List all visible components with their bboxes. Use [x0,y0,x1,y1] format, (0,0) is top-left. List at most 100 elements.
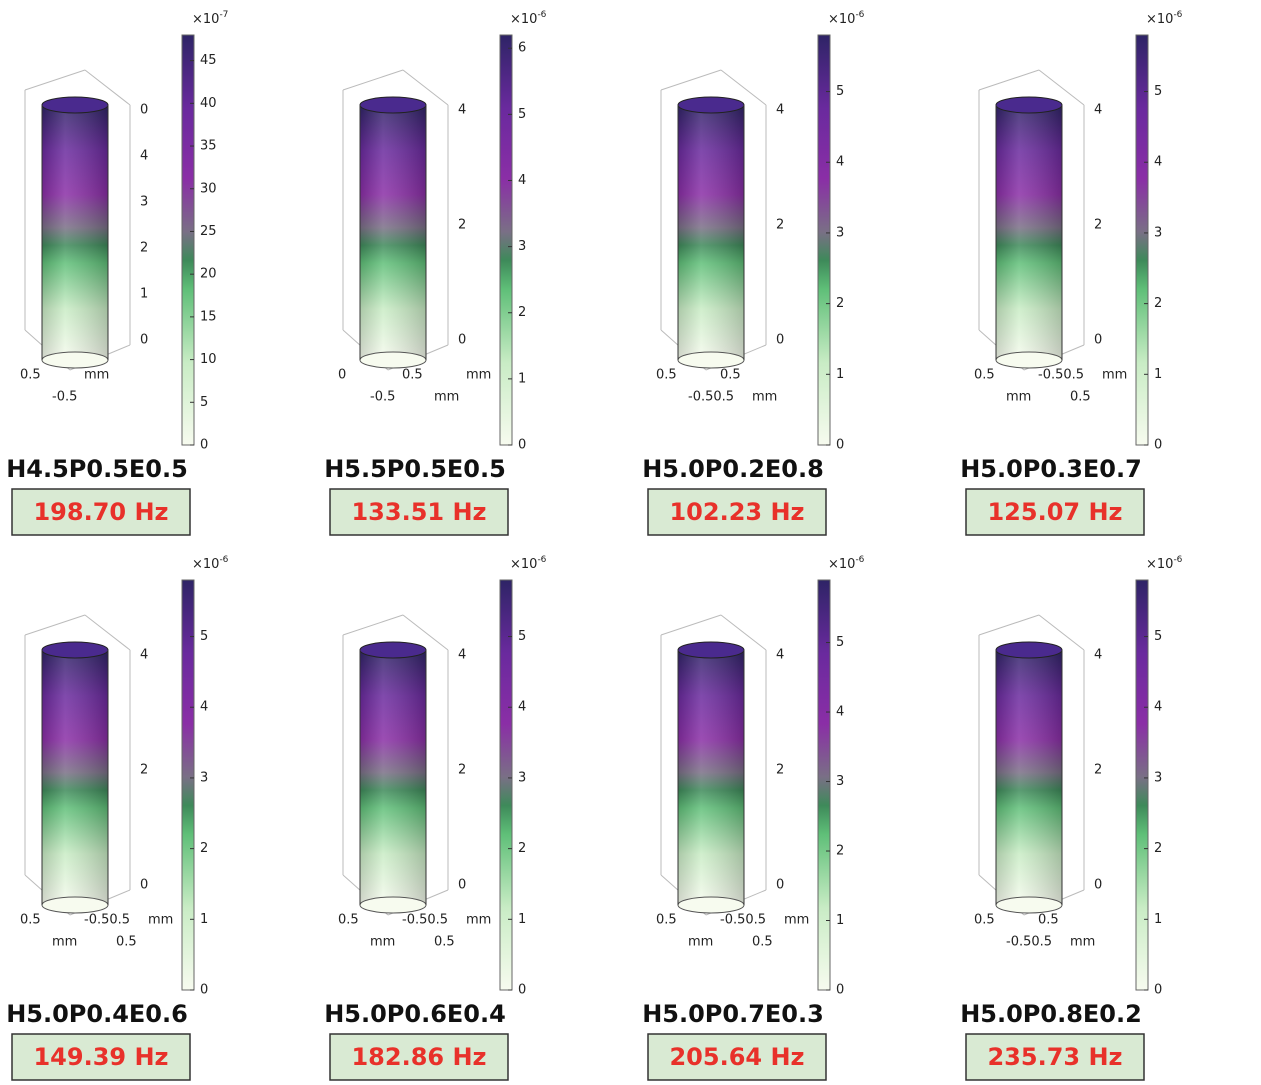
z-axis-label: 2 [776,763,784,778]
colorbar-tick-label: 2 [518,841,526,856]
colorbar-tick-label: 4 [200,700,208,715]
xy-axis-label: -0.50.5 [402,913,448,928]
colorbar-tick-label: 1 [836,367,844,382]
xy-axis-label: mm [784,913,809,928]
colorbar-tick-label: 0 [1154,983,1162,998]
xy-axis-label: 0.5 [720,368,741,383]
xy-axis-label: 0.5 [1038,913,1059,928]
panel-label: H5.0P0.3E0.7 [960,455,1142,483]
scale-base: ×10 [828,557,855,572]
figure: 0123400.5-0.5mm051015202530354045×10-7H4… [0,0,1261,1085]
z-axis-label: 2 [1094,763,1102,778]
colorbar-tick-label: 45 [200,53,217,68]
z-axis-label: 4 [458,103,466,118]
colorbar-tick-label: 35 [200,139,217,154]
frequency: 149.39 Hz [33,1043,168,1071]
xy-axis-label: mm [52,935,77,950]
cylinder-top [42,642,108,658]
colorbar-tick-label: 3 [200,770,208,785]
z-axis-label: 3 [140,195,148,210]
axis-frame [25,70,85,90]
colorbar-tick-label: 1 [1154,912,1162,927]
colorbar [818,580,830,990]
xy-axis-label: 0.5 [338,913,359,928]
z-axis-label: 0 [1094,878,1102,893]
cylinder-top [678,97,744,113]
z-axis-label: 2 [1094,218,1102,233]
page: {"panels":[ {"label":"H4.5P0.5E0.5","fre… [0,0,1261,1085]
z-axis-label: 2 [458,763,466,778]
cylinder-bottom [678,897,744,913]
colorbar-tick-label: 6 [518,41,526,56]
xy-axis-label: -0.50.5 [1006,935,1052,950]
scale-exponent: -6 [219,555,228,565]
z-axis-label: 4 [140,648,148,663]
z-axis-label: 4 [776,648,784,663]
colorbar-tick-label: 4 [1154,155,1162,170]
xy-axis-label: -0.5 [52,390,77,405]
z-axis-label: 4 [776,103,784,118]
colorbar-tick-label: 25 [200,224,217,239]
xy-axis-label: mm [370,935,395,950]
axis-frame [661,615,721,635]
colorbar-tick-label: 5 [200,395,208,410]
colorbar-scale: ×10-6 [510,555,547,572]
cylinder-bottom [42,352,108,368]
cylinder-bottom [360,352,426,368]
colorbar-tick-label: 4 [1154,700,1162,715]
cylinder-shade [42,105,108,360]
colorbar-tick-label: 1 [836,913,844,928]
frequency: 125.07 Hz [987,498,1122,526]
colorbar-tick-label: 4 [518,700,526,715]
colorbar [500,35,512,445]
xy-axis-label: mm [84,368,109,383]
cylinder-bottom [360,897,426,913]
scale-base: ×10 [1146,557,1173,572]
axis-frame [979,615,1039,635]
colorbar-tick-label: 3 [1154,225,1162,240]
xy-axis-label: -0.50.5 [1038,368,1084,383]
colorbar-scale: ×10-6 [828,555,865,572]
cylinder-shade [678,105,744,360]
colorbar-tick-label: 5 [200,629,208,644]
colorbar-tick-label: 1 [518,912,526,927]
z-axis-label: 0 [140,103,148,118]
z-axis-label: 1 [140,287,148,302]
colorbar-tick-label: 4 [836,155,844,170]
colorbar [182,580,194,990]
cylinder-top [360,642,426,658]
colorbar [500,580,512,990]
colorbar-tick-label: 0 [200,438,208,453]
cylinder-shade [996,105,1062,360]
cylinder-shade [360,650,426,905]
colorbar-tick-label: 5 [836,84,844,99]
xy-axis-label: 0.5 [116,935,137,950]
cylinder-bottom [996,897,1062,913]
panel-label: H5.5P0.5E0.5 [324,455,506,483]
xy-axis-label: mm [466,913,491,928]
xy-axis-label: 0.5 [402,368,423,383]
xy-axis-label: mm [434,390,459,405]
cylinder-top [42,97,108,113]
cylinder-bottom [42,897,108,913]
colorbar [1136,35,1148,445]
z-axis-label: 0 [458,333,466,348]
colorbar-scale: ×10-7 [192,10,228,27]
panel-label: H5.0P0.7E0.3 [642,1000,824,1028]
colorbar-tick-label: 4 [518,173,526,188]
colorbar-tick-label: 3 [836,774,844,789]
scale-base: ×10 [192,12,219,27]
xy-axis-label: mm [1070,935,1095,950]
xy-axis-label: 0.5 [20,913,41,928]
panel-label: H5.0P0.4E0.6 [6,1000,188,1028]
colorbar-scale: ×10-6 [828,10,865,27]
panel-label: H4.5P0.5E0.5 [6,455,188,483]
cylinder-top [996,642,1062,658]
colorbar-tick-label: 20 [200,267,217,282]
colorbar [1136,580,1148,990]
xy-axis-label: 0.5 [656,913,677,928]
colorbar-tick-label: 3 [836,225,844,240]
cylinder-top [678,642,744,658]
xy-axis-label: -0.50.5 [688,390,734,405]
cylinder-shade [42,650,108,905]
